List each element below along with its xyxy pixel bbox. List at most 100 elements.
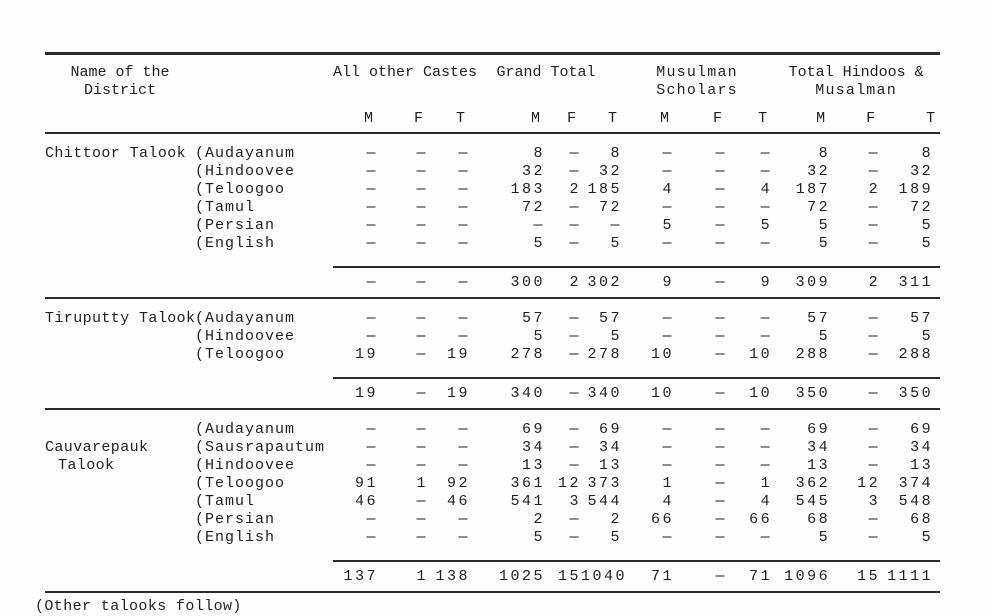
value-cell: 5 xyxy=(662,217,675,234)
value-cell: 5 xyxy=(533,235,546,252)
value-cell: 72 xyxy=(599,199,623,216)
value-cell: 1 xyxy=(416,475,428,492)
value-cell: — xyxy=(366,457,378,474)
value-cell: — xyxy=(715,217,728,234)
value-cell: 5 xyxy=(921,217,934,234)
group-header-row: Name of the District All other Castes Gr… xyxy=(45,53,940,134)
subtotal-value-cell: 1025 xyxy=(470,561,546,593)
subtotal-value-cell: 19 xyxy=(428,378,471,410)
value-cell: — xyxy=(715,421,728,438)
value-cell: 57 xyxy=(910,310,934,327)
value-cell: — xyxy=(416,457,428,474)
district-name-cell xyxy=(45,475,195,493)
value-cell: 68 xyxy=(910,511,934,528)
value-cell: — xyxy=(569,199,582,216)
subtotal-value-cell: 15 xyxy=(830,561,881,593)
value-cell: — xyxy=(662,421,675,438)
value-cell: 12 xyxy=(558,475,582,492)
language-label-cell: (English xyxy=(195,235,276,252)
subtotal-value-cell: 19 xyxy=(333,378,378,410)
value-cell: 5 xyxy=(921,529,934,546)
value-cell: 5 xyxy=(610,328,623,345)
value-cell: — xyxy=(569,235,582,252)
value-cell: 34 xyxy=(599,439,623,456)
subtotal-value-cell: 137 xyxy=(333,561,378,593)
value-cell: 541 xyxy=(510,493,546,510)
value-cell: — xyxy=(662,439,675,456)
value-cell: — xyxy=(760,439,773,456)
value-cell: 72 xyxy=(910,199,934,216)
subtotal-value-cell: 71 xyxy=(727,561,773,593)
value-cell: — xyxy=(366,310,378,327)
subtotal-value-cell: 1111 xyxy=(880,561,941,593)
value-cell: — xyxy=(715,439,728,456)
district-name-cell: Chittoor Talook xyxy=(45,145,187,162)
value-cell: 5 xyxy=(610,529,623,546)
value-cell: — xyxy=(569,328,582,345)
value-cell: 66 xyxy=(651,511,675,528)
subtotal-value-cell: 1040 xyxy=(581,561,625,593)
value-cell: 5 xyxy=(818,328,831,345)
value-cell: — xyxy=(458,199,471,216)
value-cell: — xyxy=(760,421,773,438)
language-label-cell xyxy=(195,267,333,299)
value-cell: — xyxy=(569,145,582,162)
value-cell: 5 xyxy=(818,217,831,234)
value-cell: 362 xyxy=(795,475,831,492)
value-cell: — xyxy=(458,421,471,438)
value-cell: 3 xyxy=(569,493,582,510)
value-cell: 8 xyxy=(921,145,934,162)
district-name-cell: Tiruputty Talook xyxy=(45,310,196,327)
subtotal-row: — — —300 2 302 9—9 309 2 311 xyxy=(45,267,941,299)
value-cell: 10 xyxy=(749,346,773,363)
subtotal-value-cell: — xyxy=(674,378,728,410)
value-cell: 13 xyxy=(599,457,623,474)
value-cell: — xyxy=(366,421,378,438)
value-cell: 69 xyxy=(807,421,831,438)
value-cell: — xyxy=(662,199,675,216)
value-cell: — xyxy=(868,145,881,162)
value-cell: — xyxy=(416,163,428,180)
language-label-cell: (Teloogoo xyxy=(195,475,286,492)
value-cell: — xyxy=(366,439,378,456)
language-label-cell: (Sausrapautum xyxy=(195,439,326,456)
table-header: Name of the District All other Castes Gr… xyxy=(45,53,941,134)
district-column-header: Name of the District xyxy=(45,53,195,134)
subtotal-row: 19—19 340—340 10—10 350—350 xyxy=(45,378,941,410)
subtotal-value-cell: 1 xyxy=(378,561,428,593)
table-row: (Teloogoo 19 — 19 278 — 278 10 — 10 288 — 288 xyxy=(45,346,940,364)
value-cell: 92 xyxy=(447,475,471,492)
subtotal-value-cell: 71 xyxy=(622,561,675,593)
value-cell: 2 xyxy=(533,511,546,528)
district-name-cell xyxy=(45,346,195,364)
district-header-line1: Name of the xyxy=(70,64,170,81)
language-label-cell: (Hindoovee xyxy=(195,457,296,474)
value-cell: — xyxy=(715,163,728,180)
value-cell: — xyxy=(416,199,428,216)
language-column-header xyxy=(195,53,333,134)
spacer-cell xyxy=(45,364,333,378)
district-name-cell xyxy=(45,328,195,346)
block-spacer xyxy=(45,133,940,145)
subcol-f: F xyxy=(545,110,582,134)
subcol-m: M xyxy=(470,110,546,134)
value-cell: — xyxy=(715,328,728,345)
value-cell: 5 xyxy=(921,235,934,252)
subtotal-value-cell: 311 xyxy=(880,267,941,299)
subcol-f: F xyxy=(830,110,881,134)
subtotal-rule-row xyxy=(45,547,941,562)
value-cell: 5 xyxy=(760,217,773,234)
value-cell: 4 xyxy=(760,493,773,510)
language-label-cell: (Teloogoo xyxy=(195,346,286,363)
table-row: (Teloogoo — — — 183 2 185 4 — 4 187 2 189 xyxy=(45,181,940,199)
district-name-cell xyxy=(45,163,195,181)
scholars-census-table: Name of the District All other Castes Gr… xyxy=(45,52,941,593)
value-cell: — xyxy=(366,163,378,180)
value-cell: 288 xyxy=(898,346,934,363)
subtotal-value-cell: 300 xyxy=(470,267,546,299)
value-cell: — xyxy=(662,145,675,162)
table-body: Chittoor Talook (Audayanum — — —8—8— — —8—8 (Hi… xyxy=(45,133,941,593)
value-cell: — xyxy=(458,529,471,546)
value-cell: — xyxy=(366,145,378,162)
language-label-cell xyxy=(195,378,333,410)
